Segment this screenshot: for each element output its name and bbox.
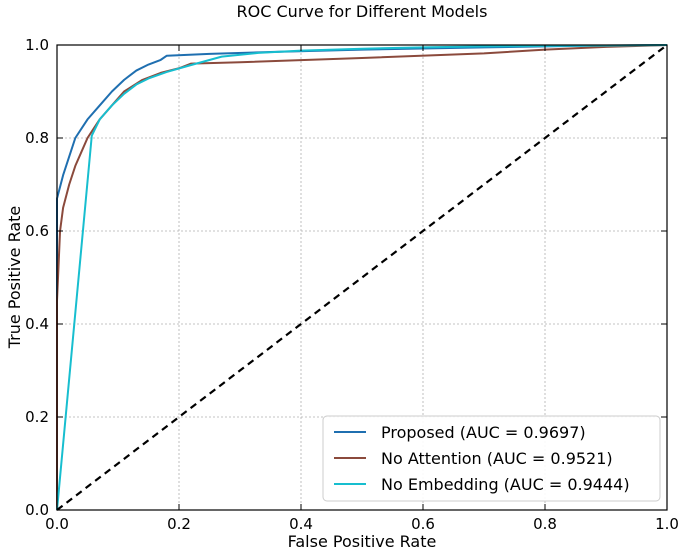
legend-label: No Embedding (AUC = 0.9444) bbox=[381, 475, 630, 494]
legend: Proposed (AUC = 0.9697) No Attention (AUC… bbox=[322, 415, 661, 502]
legend-label: Proposed (AUC = 0.9697) bbox=[381, 423, 586, 442]
y-tick-label: 0.8 bbox=[25, 129, 49, 147]
y-tick-label: 0.0 bbox=[25, 501, 49, 519]
chart-title: ROC Curve for Different Models bbox=[237, 2, 488, 21]
y-tick-label: 1.0 bbox=[25, 36, 49, 54]
x-tick-label: 0.2 bbox=[167, 515, 191, 533]
series-line-1 bbox=[56, 44, 668, 510]
y-tick-label: 0.6 bbox=[25, 222, 49, 240]
x-tick-label: 0.0 bbox=[45, 515, 69, 533]
x-tick-label: 0.6 bbox=[411, 515, 435, 533]
series-lines bbox=[56, 44, 668, 511]
x-tick-label: 1.0 bbox=[655, 515, 679, 533]
axis-ticks: 0.0 0.2 0.4 0.6 0.8 1.0 0.0 0.2 0.4 0.6 0.8 1.0 bbox=[25, 36, 679, 533]
y-tick-label: 0.4 bbox=[25, 315, 49, 333]
legend-label: No Attention (AUC = 0.9521) bbox=[381, 449, 613, 468]
y-tick-label: 0.2 bbox=[25, 408, 49, 426]
x-tick-label: 0.8 bbox=[533, 515, 557, 533]
x-tick-label: 0.4 bbox=[289, 515, 313, 533]
x-axis-title: False Positive Rate bbox=[288, 532, 437, 551]
y-axis-title: True Positive Rate bbox=[5, 206, 24, 350]
diagonal-reference-line bbox=[56, 44, 668, 511]
legend-box bbox=[322, 415, 661, 502]
series-line-2 bbox=[56, 44, 668, 511]
plot-frame bbox=[56, 44, 668, 511]
